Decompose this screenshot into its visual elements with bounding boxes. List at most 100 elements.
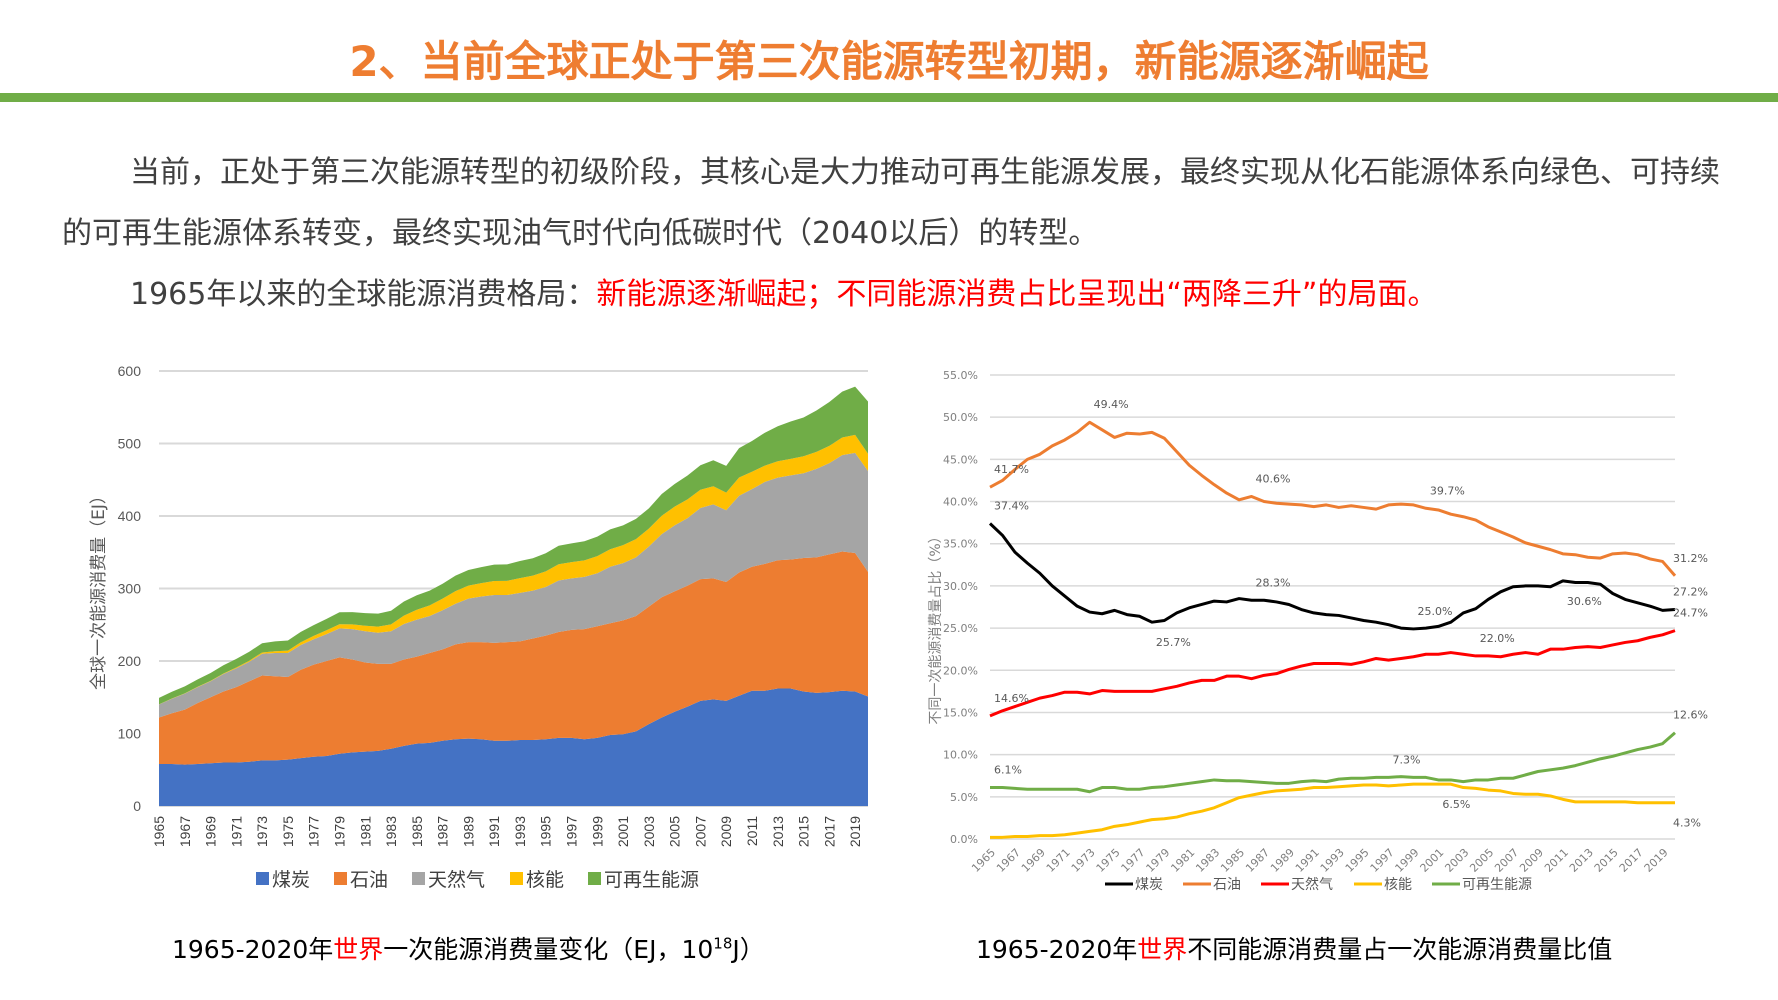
x-tick-label: 1989 [460,816,476,847]
x-tick-label: 2019 [1642,846,1671,875]
legend-swatch [588,872,601,885]
legend-label: 煤炭 [272,869,310,891]
y-axis-label: 全球一次能源消费量（EJ） [89,487,109,690]
legend-label: 可再生能源 [604,869,699,891]
legend-swatch [412,872,425,885]
area-天然气 [159,452,868,718]
y-tick-label: 500 [118,436,142,452]
legend-swatch [256,872,269,885]
legend-label: 核能 [526,869,564,891]
summary-prefix: 1965年以来的全球能源消费格局： [130,277,597,312]
line-核能 [990,782,1675,839]
x-tick-label: 1971 [228,816,244,847]
y-tick-label: 600 [118,363,142,379]
summary-highlight: 新能源逐渐崛起；不同能源消费占比呈现出“两降三升”的局面。 [596,277,1438,312]
y-tick-label: 300 [118,581,142,597]
y-tick-label: 45.0% [943,453,978,466]
x-tick-label: 1983 [1193,846,1222,875]
legend-swatch [334,872,347,885]
legend-label: 煤炭 [1135,877,1163,893]
y-tick-label: 400 [118,508,142,524]
data-label: 27.2% [1673,586,1708,599]
x-tick-label: 2017 [1617,846,1646,875]
caption-text: J） [732,935,765,964]
x-tick-label: 2019 [847,816,863,847]
x-tick-label: 1987 [435,816,451,847]
x-tick-label: 2011 [1542,846,1571,875]
x-tick-label: 1977 [306,816,322,847]
x-tick-label: 1995 [538,816,554,847]
x-tick-label: 1997 [1368,846,1397,875]
data-label: 22.0% [1480,632,1515,645]
data-label: 4.3% [1673,817,1701,830]
data-label: 37.4% [994,499,1029,512]
x-tick-label: 1975 [280,816,296,847]
y-tick-label: 35.0% [943,538,978,551]
x-tick-label: 1989 [1268,846,1297,875]
legend-label: 核能 [1384,877,1412,893]
data-label: 41.7% [994,463,1029,476]
x-tick-label: 1987 [1243,846,1272,875]
x-tick-label: 1991 [486,816,502,847]
data-label: 31.2% [1673,552,1708,565]
area-石油 [159,551,868,765]
summary-line: 1965年以来的全球能源消费格局：新能源逐渐崛起；不同能源消费占比呈现出“两降三… [130,264,1778,325]
x-tick-label: 2005 [667,816,683,847]
caption-highlight: 世界 [1137,935,1188,964]
y-tick-label: 0 [133,798,141,814]
x-tick-label: 1983 [383,816,399,847]
x-tick-label: 2009 [1517,846,1546,875]
legend-label: 天然气 [428,869,485,891]
data-label: 25.0% [1417,605,1452,618]
y-tick-label: 100 [118,726,142,742]
legend-swatch [510,872,523,885]
x-tick-label: 1999 [1393,846,1422,875]
line-煤炭 [988,522,1676,631]
intro-paragraph: 当前，正处于第三次能源转型的初级阶段，其核心是大力推动可再生能源发展，最终实现从… [62,155,1720,251]
data-label: 6.1% [994,764,1022,777]
y-tick-label: 10.0% [943,749,978,762]
x-tick-label: 1975 [1094,846,1123,875]
area-可再生能源 [159,386,868,705]
area-核能 [159,434,868,705]
data-label: 40.6% [1256,472,1291,485]
y-tick-label: 0.0% [950,833,978,846]
y-tick-label: 5.0% [950,791,978,804]
x-tick-label: 1979 [1143,846,1172,875]
x-tick-label: 1967 [177,816,193,847]
x-tick-label: 1993 [512,816,528,847]
x-tick-label: 2009 [718,816,734,847]
y-tick-label: 25.0% [943,622,978,635]
x-tick-label: 2003 [1442,846,1471,875]
line-石油 [989,420,1677,577]
x-tick-label: 1971 [1044,846,1073,875]
data-label: 14.6% [994,692,1029,705]
x-tick-label: 1973 [1069,846,1098,875]
x-tick-label: 1981 [1168,846,1197,875]
x-tick-label: 2001 [615,816,631,847]
legend-label: 天然气 [1291,876,1333,893]
x-tick-label: 2013 [1567,846,1596,875]
x-tick-label: 1995 [1343,846,1372,875]
x-tick-label: 1979 [331,816,347,847]
x-tick-label: 1985 [409,816,425,847]
data-label: 12.6% [1673,709,1708,722]
x-tick-label: 2007 [1492,846,1521,875]
data-label: 39.7% [1430,484,1465,497]
x-tick-label: 2017 [821,816,837,847]
caption-superscript: 18 [713,934,733,953]
x-tick-label: 2013 [770,816,786,847]
x-tick-label: 2011 [744,816,760,846]
right-chart-caption: 1965-2020年世界不同能源消费量占一次能源消费量比值 [976,930,1612,966]
x-tick-label: 1969 [203,816,219,847]
x-tick-label: 1965 [969,846,998,875]
page-title: 2、当前全球正处于第三次能源转型初期，新能源逐渐崛起 [349,37,1429,86]
caption-text: 1965-2020年 [976,935,1138,964]
title-divider [0,93,1778,102]
data-label: 7.3% [1393,753,1421,766]
legend-label: 石油 [350,869,388,891]
x-tick-label: 1981 [357,816,373,847]
y-tick-label: 200 [118,653,142,669]
legend-label: 石油 [1213,877,1241,893]
